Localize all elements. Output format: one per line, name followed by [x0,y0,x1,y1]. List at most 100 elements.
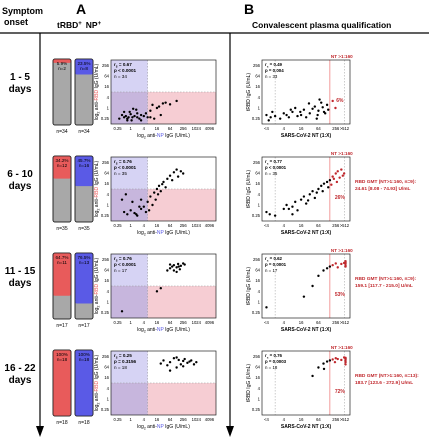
onset-days-range: 11 - 15 [5,266,36,277]
b-nt-threshold-label: NT >1:160 [331,345,353,350]
b-ytick-label: 64 [255,268,260,273]
a-data-point [138,205,141,208]
b-data-point [327,186,330,189]
a-ytick-label: 64 [104,268,109,273]
a-stat-r-value: = 0.76 [118,256,133,261]
b-stat-p: p = 0.004 [265,68,284,73]
b-data-point [334,357,337,360]
b-data-point [331,99,334,103]
a-data-point [155,187,159,191]
b-stat-r-sub: s [267,355,269,359]
b-data-point [291,213,294,216]
a-plot-frame [110,350,217,416]
a-ylabel-part: log [94,404,100,411]
a-data-point [188,360,191,363]
a-rbd-only-region [111,254,148,286]
a-xtick-label: 64 [168,223,173,228]
panel-b-label: B [244,1,254,17]
a-data-point [172,263,176,267]
a-ylabel-part: anti- [94,391,100,402]
b-data-point [304,116,308,119]
b-data-point [322,367,326,371]
a-data-point [149,109,152,112]
a-stat-r-sub: s [116,355,118,359]
a-xtick-label: 256 [180,126,188,131]
a-data-point [175,366,178,369]
rbd-bar-total: n=17 [56,323,67,329]
b-data-point [325,103,329,107]
b-stat-r-symbol: r [265,353,267,358]
a-data-point [154,198,157,201]
rbd-bar-positive-fill [53,156,71,179]
a-ylabel-part: RBD [94,90,100,101]
a-xtick-label: 64 [168,417,173,422]
b-data-point [299,113,303,117]
gmt-value: 24.61 [8.08 - 74.93] U/mL [355,186,411,192]
a-ytick-label: 256 [102,257,110,262]
rbd-bar-total: n=34 [56,129,67,135]
rbd-bar-outline [52,58,72,126]
a-data-point [172,171,176,174]
a-data-point [120,198,124,201]
b-data-point [334,172,337,175]
b-data-point [311,107,314,111]
a-stat-n: n = 18 [114,365,127,370]
b-ytick-label: 0.25 [252,407,261,412]
a-xlabel-part: NP [157,133,165,139]
a-data-point [139,113,143,117]
rbd-bar-percent: 34.2% [55,158,68,163]
a-xtick-label: 64 [168,126,173,131]
b-xtick-label: 4 [283,126,286,131]
a-xlabel: log2 anti-NP IgG (U/mL) [137,424,190,431]
np-positivity-bar: 23.5%n=8 n=34 [74,58,94,135]
a-xtick-label: 256 [180,320,188,325]
b-data-point [269,116,272,119]
b-xtick-label: 4 [283,320,286,325]
a-data-point [159,113,162,117]
b-ylabel: tRBD IgG (U/mL) [246,73,252,111]
b-ytick-label: 256 [253,160,261,165]
a-xtick-label: 4096 [205,126,215,131]
rbd-bar-positive-fill [53,253,71,296]
a-data-point [161,102,165,105]
gmt-title: RBD GMT (NT>1:160, n=9): [355,179,416,185]
a-data-point [153,191,156,194]
a-data-point [159,190,162,193]
b-ylabel: tRBD IgG (U/mL) [246,170,252,208]
a-ylabel-part: IgG (U/mL) [94,257,100,283]
b-plot-frame [261,253,351,319]
rbd-positivity-bar: 34.2%n=12 n=35 [52,155,72,232]
a-stat-r-symbol: r [114,62,116,67]
a-data-point [179,170,183,173]
a-data-point [135,108,138,111]
b-correlation-stats: rs = 0.62 [265,256,283,262]
b-data-point [321,190,324,193]
rbd-bar-outline [52,252,72,320]
a-xtick-label: 1024 [192,417,202,422]
a-data-point [172,269,176,272]
a-correlation-stats: rs = 0.67 [114,62,132,68]
b-data-point [327,108,330,111]
b-xtick-label: 64 [316,223,321,228]
b-data-point [271,110,274,114]
b-data-point [344,260,347,263]
a-ytick-label: 1 [107,106,110,111]
b-data-point [273,114,277,118]
b-data-point [317,109,320,112]
b-data-point [308,112,311,115]
rbd-bar-outline [52,349,72,417]
b-ytick-label: 16 [255,375,260,380]
a-xlabel-part: log [137,327,144,333]
a-data-point [170,179,174,182]
b-data-point [287,116,291,119]
b-plot-frame [261,156,351,222]
gmt-value: 159.1 [117.7 - 215.0] U/mL [355,283,413,289]
a-xtick-label: 1024 [192,320,202,325]
a-data-point [122,110,126,114]
a-data-point [129,209,132,212]
a-xlabel-part: anti- [146,133,157,139]
